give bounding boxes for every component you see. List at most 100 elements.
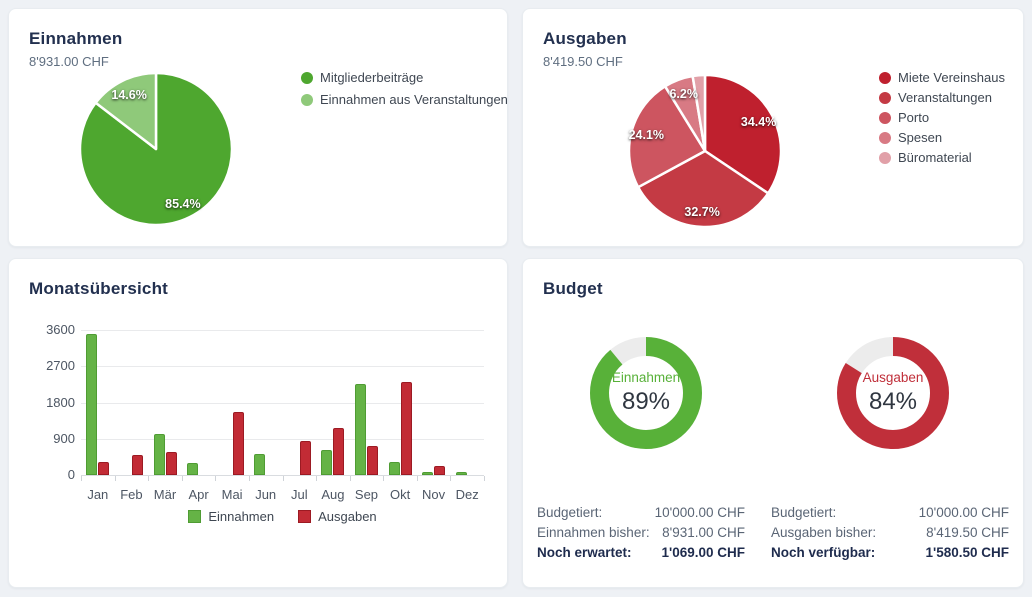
gridline xyxy=(81,438,484,440)
bar-legend: Einnahmen Ausgaben xyxy=(81,510,484,523)
x-axis-label-Jan: Jan xyxy=(87,487,109,502)
budget-row-label: Noch erwartet: xyxy=(537,544,632,560)
pie-slice-4 xyxy=(691,73,707,153)
legend-label: Einnahmen xyxy=(208,509,275,524)
x-axis-tick xyxy=(316,476,318,481)
legend-label: Einnahmen aus Veranstaltungen xyxy=(320,92,508,107)
gridline xyxy=(81,402,484,404)
legend-label: Porto xyxy=(898,110,930,125)
x-axis-tick xyxy=(484,476,485,481)
legend-dot-icon xyxy=(879,91,891,104)
einnahmen-pie-chart: 85.4% 14.6% xyxy=(78,71,234,227)
budget-row: Noch erwartet: 1'069.00 CHF xyxy=(537,542,745,562)
bar-Einnahmen-Mär xyxy=(153,433,165,475)
einnahmen-card-title: Einnahmen xyxy=(29,29,123,48)
gridline xyxy=(81,366,484,368)
bar-Einnahmen-Aug xyxy=(321,449,333,475)
x-axis-tick xyxy=(349,476,351,481)
ausgaben-budget-details: Budgetiert: 10'000.00 CHF Ausgaben bisher:… xyxy=(771,502,1009,562)
budget-row-value: 1'069.00 CHF xyxy=(661,544,745,560)
x-axis-tick xyxy=(383,476,385,481)
legend-item-4[interactable]: Büromaterial xyxy=(879,151,1005,164)
x-axis-label-Jun: Jun xyxy=(255,487,277,502)
bar-Ausgaben-Mai xyxy=(232,412,244,475)
bar-Einnahmen-Jun xyxy=(254,453,266,475)
x-axis-label-Dez: Dez xyxy=(455,487,479,502)
bar-legend-item-0[interactable]: Einnahmen xyxy=(188,510,274,523)
legend-dot-icon xyxy=(879,71,891,84)
bar-Ausgaben-Nov xyxy=(434,465,446,475)
legend-label: Ausgaben xyxy=(318,509,377,524)
budget-row-label: Noch verfügbar: xyxy=(771,544,876,560)
x-axis-tick xyxy=(416,476,418,481)
budget-row-value: 10'000.00 CHF xyxy=(918,504,1009,520)
legend-label: Spesen xyxy=(898,130,943,145)
donut-percent: 84% xyxy=(868,388,918,415)
bar-Ausgaben-Sep xyxy=(367,446,378,475)
donut-center: Ausgaben 84% xyxy=(836,336,950,450)
bar-Ausgaben-Okt xyxy=(400,382,412,475)
x-axis-label-Feb: Feb xyxy=(120,487,143,502)
pie-slice-0 xyxy=(78,71,234,227)
budget-row-label: Einnahmen bisher: xyxy=(537,524,650,540)
pie-slice-label-2: 24.1% xyxy=(628,128,665,143)
x-axis-label-Okt: Okt xyxy=(389,487,411,502)
pie-slice-label-0: 34.4% xyxy=(740,115,777,130)
y-axis-label: 3600 xyxy=(46,322,75,337)
legend-dot-icon xyxy=(301,71,313,84)
budget-row-value: 8'931.00 CHF xyxy=(662,524,745,540)
legend-dot-icon xyxy=(879,151,891,164)
y-axis-label: 0 xyxy=(67,467,75,482)
budget-row: Budgetiert: 10'000.00 CHF xyxy=(537,502,745,522)
x-axis-tick xyxy=(181,476,183,481)
legend-item-1[interactable]: Veranstaltungen xyxy=(879,91,1005,104)
bar-Ausgaben-Aug xyxy=(333,428,345,475)
bar-Einnahmen-Sep xyxy=(355,383,366,475)
x-axis-label-Aug: Aug xyxy=(321,487,345,502)
bar-legend-item-1[interactable]: Ausgaben xyxy=(298,510,377,523)
einnahmen-total: 8'931.00 CHF xyxy=(29,54,109,69)
x-axis-label-Mai: Mai xyxy=(221,487,243,502)
legend-dot-icon xyxy=(879,111,891,124)
legend-dot-icon xyxy=(879,131,891,144)
ausgaben-pie-chart: 34.4% 32.7% 24.1% 6.2% xyxy=(627,73,783,229)
legend-item-1[interactable]: Einnahmen aus Veranstaltungen xyxy=(301,93,508,106)
x-axis-label-Nov: Nov xyxy=(422,487,446,502)
ausgaben-card: Ausgaben 8'419.50 CHF 34.4% 32.7% 24.1% 6.2… xyxy=(522,8,1024,247)
ausgaben-legend: Miete Vereinshaus Veranstaltungen Porto Spe… xyxy=(879,71,1005,164)
y-axis-label: 2700 xyxy=(46,358,75,374)
pie-slice-label-1: 14.6% xyxy=(111,87,147,102)
budget-row-value: 10'000.00 CHF xyxy=(654,504,745,520)
legend-item-0[interactable]: Mitgliederbeiträge xyxy=(301,71,508,84)
bar-Einnahmen-Okt xyxy=(388,462,400,475)
legend-item-3[interactable]: Spesen xyxy=(879,131,1005,144)
budget-row-value: 8'419.50 CHF xyxy=(926,524,1009,540)
bar-Einnahmen-Nov xyxy=(422,472,434,475)
legend-item-2[interactable]: Porto xyxy=(879,111,1005,124)
pie-slice-1 xyxy=(94,71,158,151)
pie-slice-0 xyxy=(703,73,783,195)
budget-row: Ausgaben bisher: 8'419.50 CHF xyxy=(771,522,1009,542)
budget-row-label: Budgetiert: xyxy=(771,504,837,520)
bar-Ausgaben-Mär xyxy=(165,452,177,475)
budget-row: Noch verfügbar: 1'580.50 CHF xyxy=(771,542,1009,562)
pie-slice-2 xyxy=(627,85,707,189)
y-axis-label: 900 xyxy=(53,430,75,446)
x-axis-tick xyxy=(215,476,217,481)
monatsuebersicht-card-title: Monatsübersicht xyxy=(29,279,169,298)
donut-svg xyxy=(837,337,949,449)
einnahmen-card: Einnahmen 8'931.00 CHF 85.4% 14.6% Mitgli… xyxy=(8,8,508,247)
legend-dot-icon xyxy=(301,93,313,106)
x-axis-tick xyxy=(450,476,452,481)
x-axis-tick xyxy=(148,476,150,481)
x-axis-tick xyxy=(282,476,284,481)
legend-item-0[interactable]: Miete Vereinshaus xyxy=(879,71,1005,84)
legend-label: Mitgliederbeiträge xyxy=(320,70,424,85)
bar-Ausgaben-Jan xyxy=(98,461,110,475)
bar-Ausgaben-Feb xyxy=(131,455,143,475)
x-axis-tick xyxy=(114,476,116,481)
legend-square-icon xyxy=(188,510,202,523)
x-axis-label-Mär: Mär xyxy=(153,487,177,502)
x-axis-label-Jul: Jul xyxy=(290,487,308,502)
donut-percent: 89% xyxy=(621,388,671,415)
